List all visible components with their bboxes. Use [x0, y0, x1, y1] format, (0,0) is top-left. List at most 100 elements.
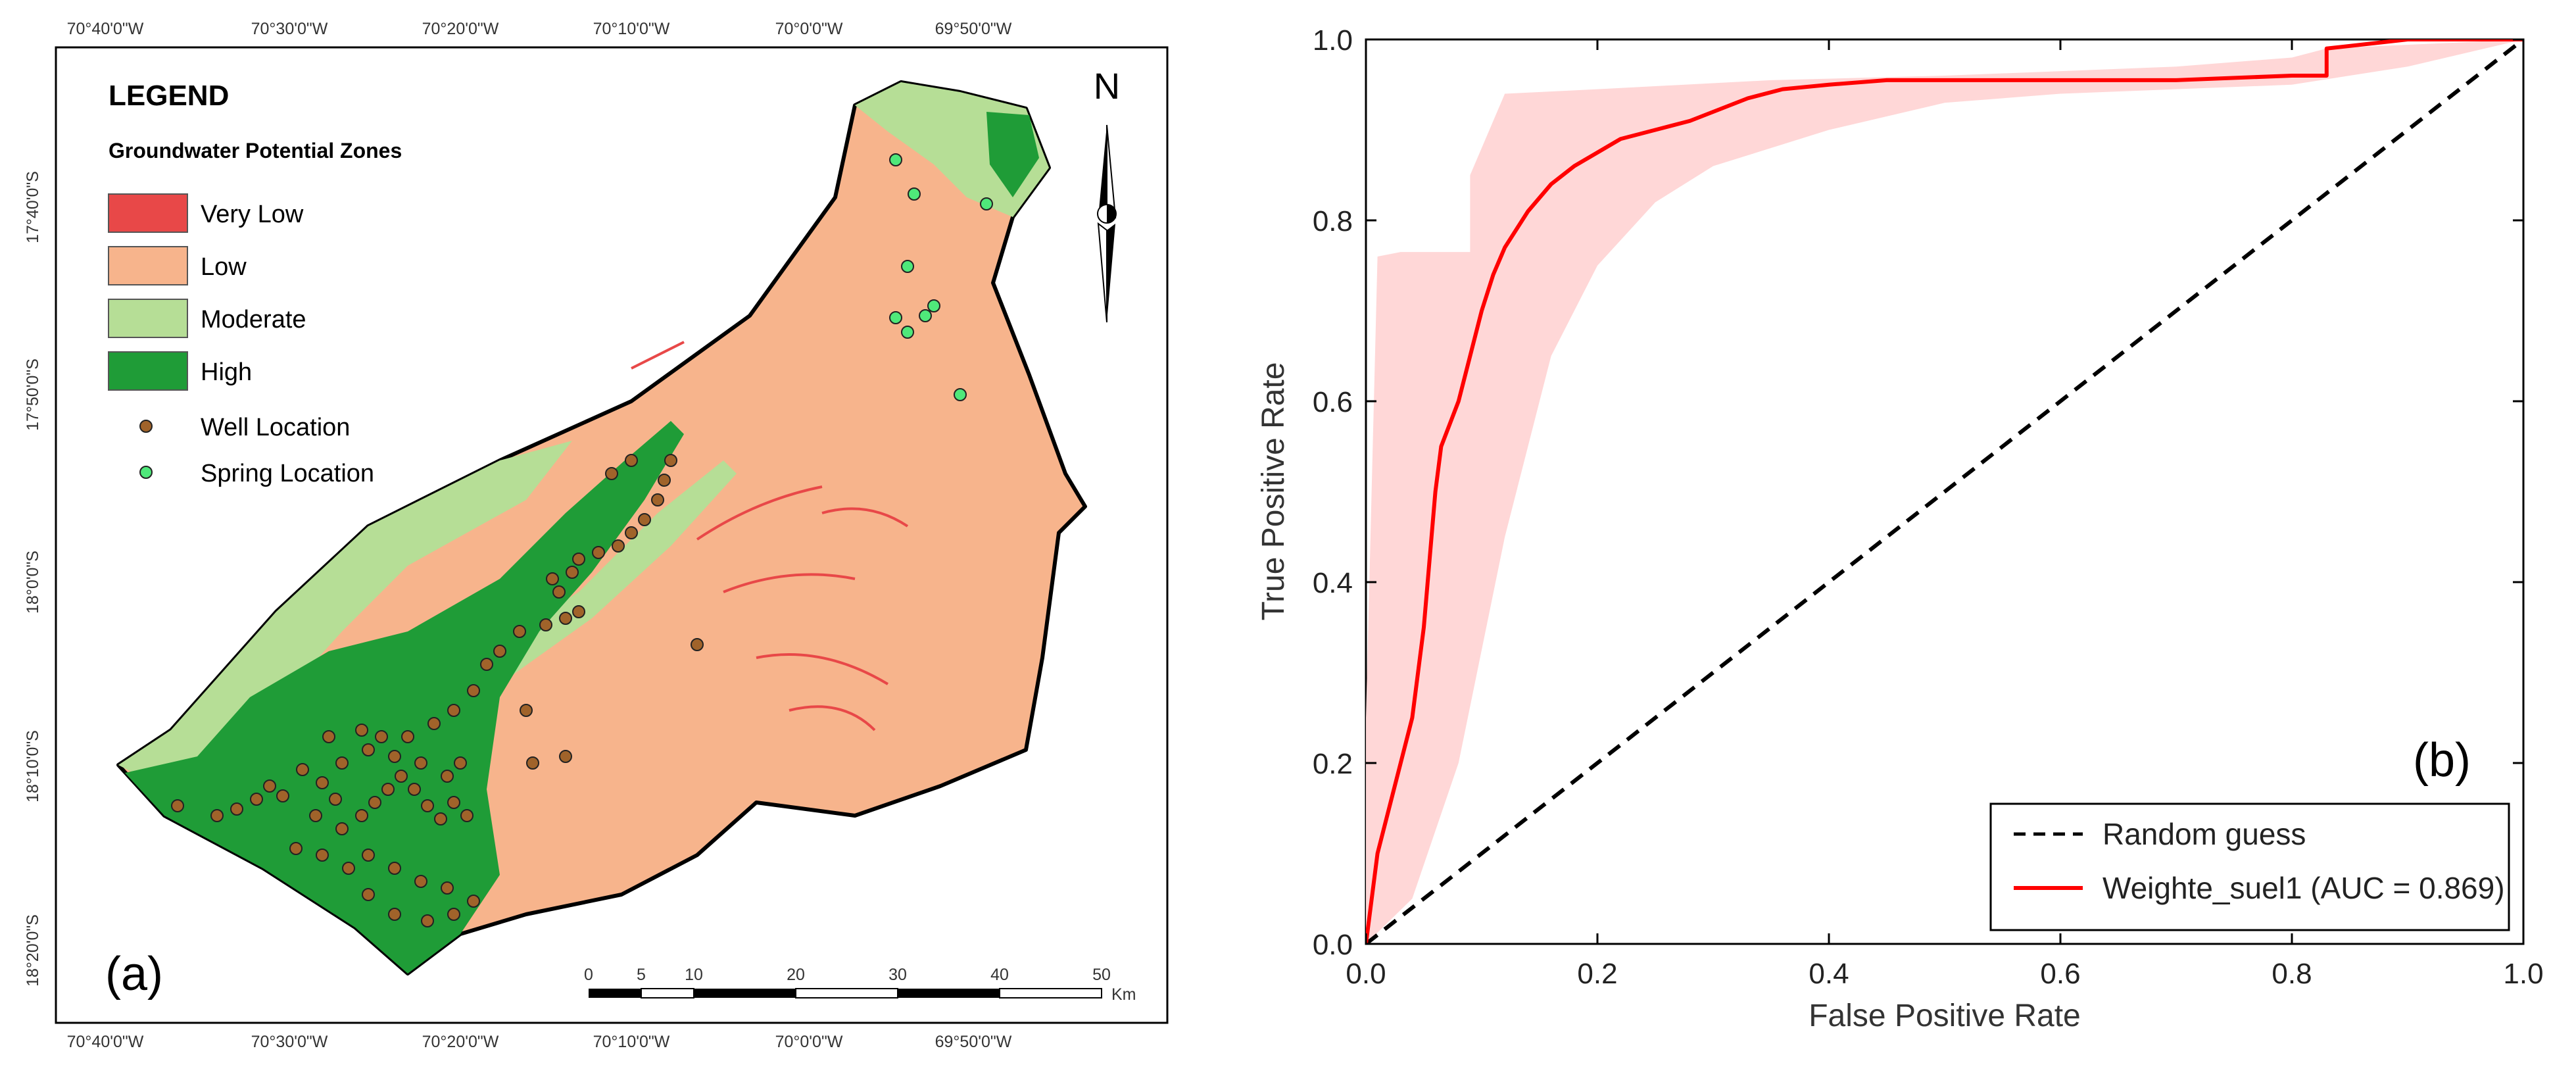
legend-well-marker: [139, 420, 153, 433]
well-marker: [526, 756, 539, 770]
lon-tick-bottom: 70°40'0"W: [67, 1033, 144, 1051]
well-marker: [309, 809, 322, 822]
well-marker: [388, 862, 401, 875]
spring-marker: [889, 311, 902, 324]
scale-label: 5: [637, 966, 646, 984]
legend-label-moderate: Moderate: [201, 306, 306, 333]
well-marker: [592, 546, 605, 559]
well-marker: [355, 724, 368, 737]
roc-chart: 0.0 0.2 0.4 0.6 0.8 1.0 0.0 0.2 0.4 0.6 0.8 1.0 Fa…: [1256, 24, 2544, 1033]
left-latitude-ticks: 17°40'0"S 17°50'0"S 18°0'0"S 18°10'0"S 1…: [24, 171, 42, 987]
well-marker: [625, 454, 638, 467]
y-tick-label: 0.8: [1313, 205, 1353, 237]
lat-tick-left: 18°20'0"S: [24, 914, 42, 987]
scale-label: 10: [685, 966, 703, 984]
well-marker: [572, 605, 585, 618]
legend-roc-series: Weighte_suel1 (AUC = 0.869): [2102, 871, 2505, 905]
legend-subtitle: Groundwater Potential Zones: [109, 139, 402, 162]
high-zone-ne: [986, 112, 1039, 197]
scale-label: 20: [787, 966, 805, 984]
legend-box: [1989, 802, 2510, 931]
lon-tick-bottom: 69°50'0"W: [935, 1033, 1012, 1051]
x-axis-label: False Positive Rate: [1809, 998, 2081, 1033]
well-marker: [625, 526, 638, 539]
well-marker: [316, 849, 329, 862]
well-marker: [388, 908, 401, 921]
spring-marker: [954, 388, 967, 401]
well-marker: [421, 799, 434, 812]
well-marker: [447, 704, 460, 717]
well-marker: [250, 793, 263, 806]
x-tick-label: 0.2: [1577, 958, 1617, 990]
lat-tick-left: 17°40'0"S: [24, 171, 42, 243]
very-low-zone-streaks: [631, 341, 909, 731]
well-marker: [355, 809, 368, 822]
x-tick-label: 0.6: [2040, 958, 2080, 990]
scale-label: 0: [584, 966, 593, 984]
well-marker: [546, 572, 559, 585]
spring-marker: [927, 299, 940, 312]
legend-spring-marker: [139, 466, 153, 479]
well-marker: [362, 888, 375, 901]
spring-locations: [889, 153, 993, 401]
well-marker: [559, 612, 572, 625]
well-marker: [447, 796, 460, 809]
legend-random-guess: Random guess: [2102, 817, 2306, 851]
high-zone: [125, 421, 684, 973]
moderate-zone: [118, 441, 572, 789]
well-marker: [638, 513, 651, 526]
legend-label-high: High: [201, 358, 252, 386]
well-marker: [480, 658, 493, 671]
well-marker: [276, 789, 289, 802]
well-marker: [375, 730, 388, 743]
lon-tick-top: 70°10'0"W: [593, 20, 670, 38]
random-guess-line: [1366, 39, 2523, 944]
well-marker: [381, 783, 395, 796]
well-marker: [447, 908, 460, 921]
well-marker: [362, 743, 375, 756]
well-marker: [691, 638, 704, 651]
well-marker: [493, 645, 506, 658]
lon-tick-top: 70°0'0"W: [775, 20, 843, 38]
well-marker: [210, 809, 224, 822]
well-marker: [342, 862, 355, 875]
lon-tick-top: 70°20'0"W: [422, 20, 499, 38]
well-marker: [612, 539, 625, 553]
well-marker: [329, 793, 342, 806]
well-marker: [658, 474, 671, 487]
y-tick-label: 0.6: [1313, 386, 1353, 418]
bottom-longitude-ticks: 70°40'0"W 70°30'0"W 70°20'0"W 70°10'0"W …: [67, 1033, 1012, 1051]
legend-title: LEGEND: [109, 80, 229, 112]
north-arrow-icon: N: [1094, 65, 1120, 323]
x-tick-label: 0.4: [1809, 958, 1849, 990]
well-locations: [171, 454, 704, 927]
well-marker: [441, 881, 454, 895]
well-marker: [566, 566, 579, 579]
panel-label-a: (a): [105, 948, 163, 1000]
y-tick-label: 0.0: [1313, 929, 1353, 961]
scale-label: 40: [990, 966, 1009, 984]
lat-tick-left: 17°50'0"S: [24, 358, 42, 431]
well-marker: [296, 763, 309, 776]
well-marker: [427, 717, 441, 730]
panel-label-b: (b): [2413, 734, 2471, 787]
well-marker: [408, 783, 421, 796]
well-marker: [467, 895, 480, 908]
scale-label: 50: [1092, 966, 1111, 984]
lon-tick-top: 70°40'0"W: [67, 20, 144, 38]
well-marker: [316, 776, 329, 789]
well-marker: [520, 704, 533, 717]
lon-tick-bottom: 70°20'0"W: [422, 1033, 499, 1051]
spring-marker: [889, 153, 902, 166]
y-tick-label: 0.2: [1313, 748, 1353, 780]
legend-swatch-very-low: [108, 193, 188, 233]
lon-tick-top: 69°50'0"W: [935, 20, 1012, 38]
well-marker: [230, 802, 243, 816]
y-axis-label: True Positive Rate: [1256, 362, 1291, 620]
scale-bar: 0 5 10 20 30 40 50 Km: [584, 966, 1136, 1004]
lon-tick-bottom: 70°0'0"W: [775, 1033, 843, 1051]
lat-tick-left: 18°0'0"S: [24, 551, 42, 614]
well-marker: [263, 779, 276, 793]
y-tick-label: 1.0: [1313, 24, 1353, 57]
well-marker: [368, 796, 381, 809]
